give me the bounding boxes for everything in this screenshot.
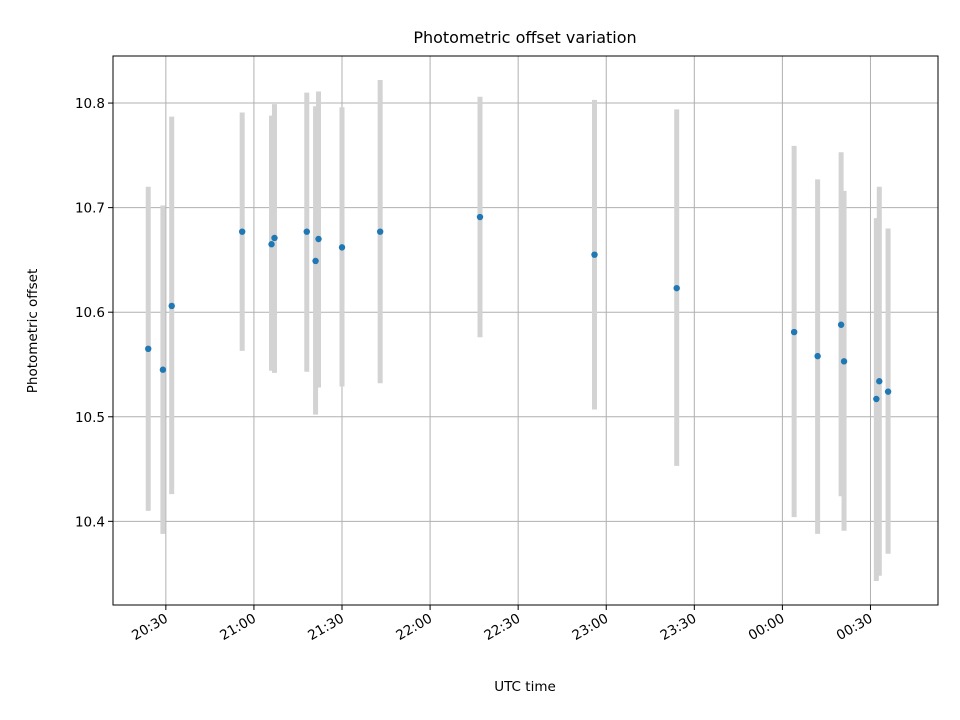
y-tick-label: 10.7 xyxy=(75,201,105,217)
data-point xyxy=(338,244,346,251)
data-point xyxy=(168,302,175,310)
data-point xyxy=(476,213,484,221)
data-points xyxy=(145,213,892,403)
data-point xyxy=(238,228,246,235)
data-point xyxy=(591,251,598,258)
data-point xyxy=(840,358,848,365)
data-point xyxy=(790,328,798,336)
y-tick-label: 10.4 xyxy=(75,514,105,530)
y-axis-ticks: 10.4 10.5 10.6 10.7 10.8 xyxy=(75,96,113,530)
data-point xyxy=(271,234,278,242)
data-point xyxy=(303,228,310,235)
data-point xyxy=(673,284,680,292)
y-tick-label: 10.5 xyxy=(75,410,105,426)
x-axis-label: UTC time xyxy=(494,679,556,695)
data-point xyxy=(876,378,883,385)
data-point xyxy=(376,228,384,235)
plot-frame xyxy=(112,55,939,606)
data-point xyxy=(884,388,892,395)
data-point xyxy=(268,241,275,248)
y-tick-label: 10.6 xyxy=(75,305,105,321)
data-point xyxy=(315,235,322,243)
chart-title: Photometric offset variation xyxy=(413,28,636,47)
data-point xyxy=(814,352,821,360)
y-axis-label: Photometric offset xyxy=(25,269,41,393)
data-point xyxy=(312,257,319,265)
data-point xyxy=(159,366,167,373)
data-point xyxy=(873,395,880,403)
data-point xyxy=(145,345,152,352)
y-tick-label: 10.8 xyxy=(75,96,105,112)
data-point xyxy=(837,321,845,328)
